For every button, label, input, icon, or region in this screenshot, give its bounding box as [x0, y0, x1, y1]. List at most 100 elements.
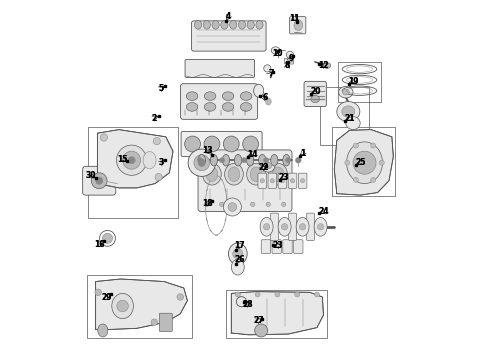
Ellipse shape [260, 179, 265, 183]
Text: 23: 23 [272, 241, 283, 250]
Text: 28: 28 [243, 300, 253, 309]
Text: 1: 1 [300, 149, 305, 158]
Ellipse shape [195, 21, 202, 29]
Ellipse shape [228, 243, 247, 265]
Ellipse shape [98, 324, 108, 337]
Ellipse shape [342, 89, 349, 95]
Ellipse shape [255, 292, 260, 297]
Ellipse shape [300, 179, 305, 183]
Ellipse shape [299, 224, 306, 230]
Ellipse shape [254, 84, 264, 97]
Ellipse shape [281, 224, 288, 230]
Text: 5: 5 [159, 84, 164, 93]
Ellipse shape [223, 136, 239, 152]
Polygon shape [98, 130, 173, 188]
Ellipse shape [294, 20, 303, 31]
Ellipse shape [346, 117, 360, 130]
Ellipse shape [286, 51, 294, 58]
Ellipse shape [280, 179, 285, 183]
FancyBboxPatch shape [185, 59, 254, 77]
Ellipse shape [223, 198, 242, 216]
Text: 19: 19 [348, 77, 358, 85]
Ellipse shape [283, 154, 290, 166]
Ellipse shape [250, 167, 262, 181]
Ellipse shape [272, 167, 284, 181]
Ellipse shape [263, 224, 270, 230]
Ellipse shape [122, 151, 141, 169]
Text: 9: 9 [289, 54, 294, 63]
Ellipse shape [224, 163, 244, 185]
Ellipse shape [153, 138, 160, 145]
Text: 4: 4 [226, 12, 231, 21]
Ellipse shape [96, 177, 103, 184]
Ellipse shape [231, 259, 245, 275]
Ellipse shape [197, 158, 202, 163]
FancyBboxPatch shape [181, 131, 262, 157]
Text: 17: 17 [234, 241, 245, 250]
Ellipse shape [250, 202, 255, 207]
Text: 16: 16 [94, 240, 104, 248]
Ellipse shape [177, 294, 183, 300]
Ellipse shape [222, 154, 230, 166]
Text: 4: 4 [226, 12, 231, 21]
Ellipse shape [259, 154, 266, 166]
Ellipse shape [100, 134, 107, 141]
Ellipse shape [95, 289, 101, 296]
Ellipse shape [233, 249, 243, 259]
Text: 2: 2 [152, 113, 157, 122]
Text: 21: 21 [344, 113, 355, 122]
Ellipse shape [266, 202, 270, 207]
Text: 23: 23 [279, 173, 289, 181]
FancyBboxPatch shape [288, 173, 297, 188]
Text: 11: 11 [290, 14, 300, 23]
Text: 12: 12 [318, 61, 329, 70]
Ellipse shape [265, 162, 271, 169]
Ellipse shape [264, 158, 269, 163]
Ellipse shape [353, 151, 376, 174]
Polygon shape [96, 279, 187, 329]
Ellipse shape [143, 152, 156, 169]
Ellipse shape [91, 173, 107, 189]
Text: 6: 6 [262, 94, 268, 102]
FancyBboxPatch shape [198, 150, 292, 211]
Text: 22: 22 [258, 163, 269, 172]
Polygon shape [231, 292, 323, 335]
Ellipse shape [198, 154, 205, 166]
Ellipse shape [294, 292, 300, 297]
Ellipse shape [255, 324, 268, 337]
Ellipse shape [128, 157, 135, 164]
Text: 19: 19 [348, 77, 358, 85]
Ellipse shape [370, 177, 376, 183]
Ellipse shape [155, 174, 162, 181]
Ellipse shape [240, 103, 252, 111]
Ellipse shape [117, 145, 147, 175]
Ellipse shape [318, 224, 324, 230]
Text: 14: 14 [247, 150, 257, 158]
Text: 23: 23 [279, 173, 289, 181]
Text: 30: 30 [86, 171, 96, 180]
FancyBboxPatch shape [294, 240, 303, 253]
Ellipse shape [221, 21, 228, 29]
Ellipse shape [246, 154, 254, 166]
FancyBboxPatch shape [272, 240, 281, 253]
Text: 14: 14 [247, 150, 257, 158]
Text: 3: 3 [159, 158, 164, 167]
Ellipse shape [234, 154, 242, 166]
Ellipse shape [353, 143, 358, 148]
Text: 22: 22 [258, 163, 269, 172]
Text: 10: 10 [272, 49, 283, 58]
Ellipse shape [185, 136, 200, 152]
Ellipse shape [230, 21, 237, 29]
Text: 20: 20 [310, 87, 320, 96]
Text: 23: 23 [272, 241, 283, 250]
Ellipse shape [282, 202, 286, 207]
FancyBboxPatch shape [180, 84, 258, 120]
Ellipse shape [337, 102, 360, 122]
Ellipse shape [246, 163, 266, 185]
Ellipse shape [204, 136, 220, 152]
Ellipse shape [220, 158, 224, 163]
Text: 30: 30 [86, 171, 96, 180]
Ellipse shape [206, 167, 218, 181]
Ellipse shape [346, 142, 383, 184]
Ellipse shape [151, 319, 157, 325]
